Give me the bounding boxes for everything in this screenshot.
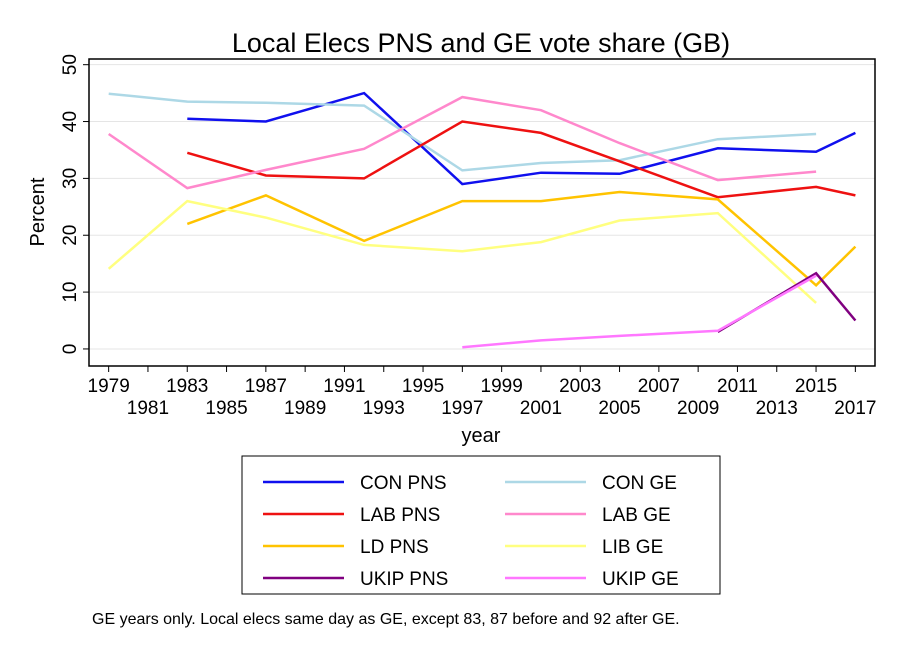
legend-label-ukip-ge: UKIP GE [602,569,679,590]
y-tick-label: 20 [60,225,81,246]
legend-label-lab-pns: LAB PNS [360,505,440,526]
plot-area-border [88,58,876,367]
legend-label-con-pns: CON PNS [360,473,447,494]
series-line-ld-pns [186,190,857,288]
x-tick-label: 1985 [205,398,247,419]
x-tick-label: 1989 [284,398,326,419]
x-tick-label: 1991 [323,376,365,397]
legend-label-ukip-pns: UKIP PNS [360,569,448,590]
series-line-ukip-pns [717,271,857,333]
legend-label-lib-ge: LIB GE [602,537,663,558]
x-tick-label: 1997 [441,398,483,419]
x-tick-label: 1993 [363,398,405,419]
chart-title: Local Elecs PNS and GE vote share (GB) [232,28,730,58]
series-line-lib-ge [107,199,817,304]
x-tick-label: 1981 [127,398,169,419]
y-tick-label: 0 [60,344,81,355]
x-tick-label: 2017 [834,398,876,419]
series-line-con-pns [187,91,856,186]
x-tick-label: 2001 [520,398,562,419]
x-tick-label: 2009 [677,398,719,419]
x-tick-label: 1995 [402,376,444,397]
gridlines [89,64,875,350]
x-tick-label: 2003 [559,376,601,397]
x-tick-label: 1979 [88,376,130,397]
x-tick-label: 1983 [166,376,208,397]
series-line-con-ge [108,92,817,172]
series-line-lab-ge [107,95,817,190]
x-tick-label: 1987 [245,376,287,397]
x-tick-label: 2005 [598,398,640,419]
legend: CON PNS CON GE LAB PNS LAB GE LD PNS LIB GE UK… [241,455,721,595]
x-tick-label: 2013 [756,398,798,419]
legend-box [241,455,721,595]
y-tick-label: 40 [60,111,81,132]
chart-note: GE years only. Local elecs same day as G… [92,611,680,628]
y-tick-label: 30 [60,168,81,189]
series-line-lab-pns [186,120,856,199]
legend-label-lab-ge: LAB GE [602,505,671,526]
legend-label-con-ge: CON GE [602,473,677,494]
series-line-ukip-ge [462,274,817,349]
x-axis-title: year [462,425,501,447]
y-tick-label: 10 [60,282,81,303]
x-tick-label: 2007 [638,376,680,397]
series-lines [107,91,857,349]
y-tick-label: 50 [60,54,81,75]
x-tick-label: 1999 [481,376,523,397]
y-axis-title: Percent [27,177,49,246]
x-tick-label: 2011 [717,376,758,397]
legend-label-ld-pns: LD PNS [360,537,429,558]
x-tick-label: 2015 [795,376,837,397]
